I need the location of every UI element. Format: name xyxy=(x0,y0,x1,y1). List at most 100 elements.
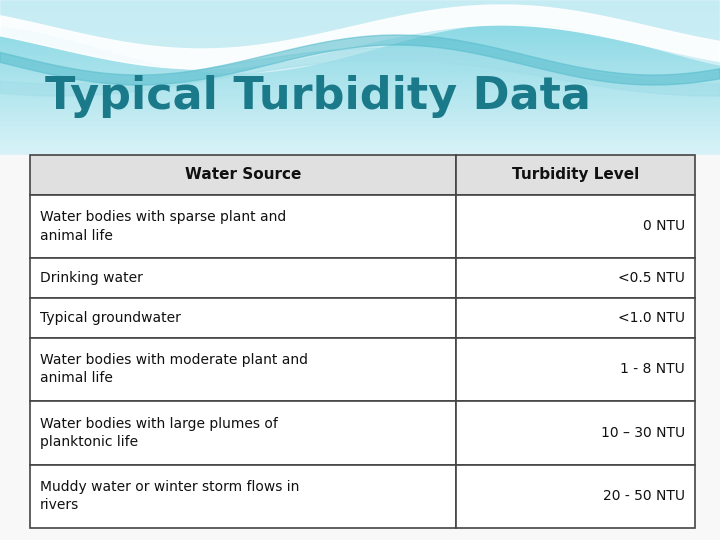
Bar xyxy=(0,0,720,2)
Bar xyxy=(0,145,720,147)
Bar xyxy=(0,78,720,79)
Bar xyxy=(0,120,720,122)
Bar xyxy=(0,4,720,6)
Bar xyxy=(0,46,720,49)
Bar xyxy=(0,8,720,10)
Bar xyxy=(0,97,720,99)
Bar xyxy=(0,37,720,39)
Text: 10 – 30 NTU: 10 – 30 NTU xyxy=(601,426,685,440)
Bar xyxy=(0,112,720,114)
Bar xyxy=(0,21,720,23)
Bar xyxy=(0,54,720,56)
Bar xyxy=(456,258,695,298)
Bar xyxy=(30,195,456,258)
Bar xyxy=(0,35,720,37)
Bar xyxy=(30,258,456,298)
Bar xyxy=(0,14,720,16)
Bar xyxy=(0,109,720,111)
Bar xyxy=(0,99,720,101)
Text: Water Source: Water Source xyxy=(184,167,301,183)
Bar xyxy=(0,79,720,82)
Bar xyxy=(0,50,720,52)
Bar xyxy=(0,116,720,118)
Bar xyxy=(0,139,720,141)
Bar xyxy=(0,105,720,106)
Bar xyxy=(0,103,720,105)
Bar xyxy=(0,43,720,45)
Bar xyxy=(456,195,695,258)
Bar xyxy=(0,111,720,112)
Bar xyxy=(456,298,695,338)
Bar xyxy=(456,338,695,401)
Bar xyxy=(30,464,456,528)
Bar xyxy=(0,147,720,149)
Bar xyxy=(30,298,456,338)
Bar xyxy=(0,45,720,46)
Text: <1.0 NTU: <1.0 NTU xyxy=(618,310,685,325)
Bar xyxy=(30,155,456,195)
Bar xyxy=(0,138,720,139)
Bar xyxy=(0,64,720,66)
Bar xyxy=(0,19,720,21)
Bar xyxy=(0,49,720,50)
Text: Water bodies with sparse plant and
animal life: Water bodies with sparse plant and anima… xyxy=(40,210,287,242)
Bar xyxy=(0,68,720,70)
Bar xyxy=(30,338,456,401)
Bar xyxy=(0,83,720,85)
Bar xyxy=(0,118,720,120)
Bar xyxy=(0,93,720,95)
Bar xyxy=(0,27,720,29)
Bar xyxy=(0,17,720,19)
Bar xyxy=(0,70,720,72)
Text: <0.5 NTU: <0.5 NTU xyxy=(618,271,685,285)
Bar xyxy=(0,23,720,25)
Text: 20 - 50 NTU: 20 - 50 NTU xyxy=(603,489,685,503)
Bar xyxy=(0,144,720,145)
Bar xyxy=(0,2,720,4)
Bar xyxy=(0,31,720,33)
Bar xyxy=(0,6,720,8)
Bar xyxy=(0,76,720,78)
Bar xyxy=(0,87,720,89)
Bar xyxy=(0,29,720,31)
Bar xyxy=(0,56,720,58)
Bar xyxy=(0,12,720,14)
Bar xyxy=(0,60,720,62)
Bar xyxy=(0,126,720,128)
Text: Water bodies with large plumes of
planktonic life: Water bodies with large plumes of plankt… xyxy=(40,416,278,449)
Text: Typical Turbidity Data: Typical Turbidity Data xyxy=(45,75,591,118)
Bar xyxy=(0,106,720,109)
Bar xyxy=(0,151,720,153)
Bar xyxy=(0,130,720,132)
Bar xyxy=(0,141,720,144)
Bar xyxy=(0,122,720,124)
Bar xyxy=(0,101,720,103)
Bar xyxy=(0,58,720,60)
Text: 1 - 8 NTU: 1 - 8 NTU xyxy=(620,362,685,376)
Bar xyxy=(0,62,720,64)
Text: Muddy water or winter storm flows in
rivers: Muddy water or winter storm flows in riv… xyxy=(40,480,300,512)
Bar xyxy=(0,25,720,27)
Text: Drinking water: Drinking water xyxy=(40,271,143,285)
Bar xyxy=(0,85,720,87)
Bar xyxy=(456,401,695,464)
Text: Turbidity Level: Turbidity Level xyxy=(512,167,639,183)
Bar xyxy=(0,89,720,91)
Bar xyxy=(0,153,720,155)
Bar xyxy=(0,52,720,54)
Bar xyxy=(30,401,456,464)
Bar xyxy=(0,72,720,73)
Bar xyxy=(0,114,720,116)
Text: 0 NTU: 0 NTU xyxy=(643,219,685,233)
Bar xyxy=(456,155,695,195)
Bar xyxy=(0,16,720,17)
Bar xyxy=(0,136,720,138)
Bar xyxy=(0,39,720,40)
Bar xyxy=(0,95,720,97)
Bar xyxy=(456,464,695,528)
Bar xyxy=(0,128,720,130)
Bar xyxy=(0,124,720,126)
Bar xyxy=(0,73,720,76)
Bar xyxy=(0,91,720,93)
Bar xyxy=(0,149,720,151)
